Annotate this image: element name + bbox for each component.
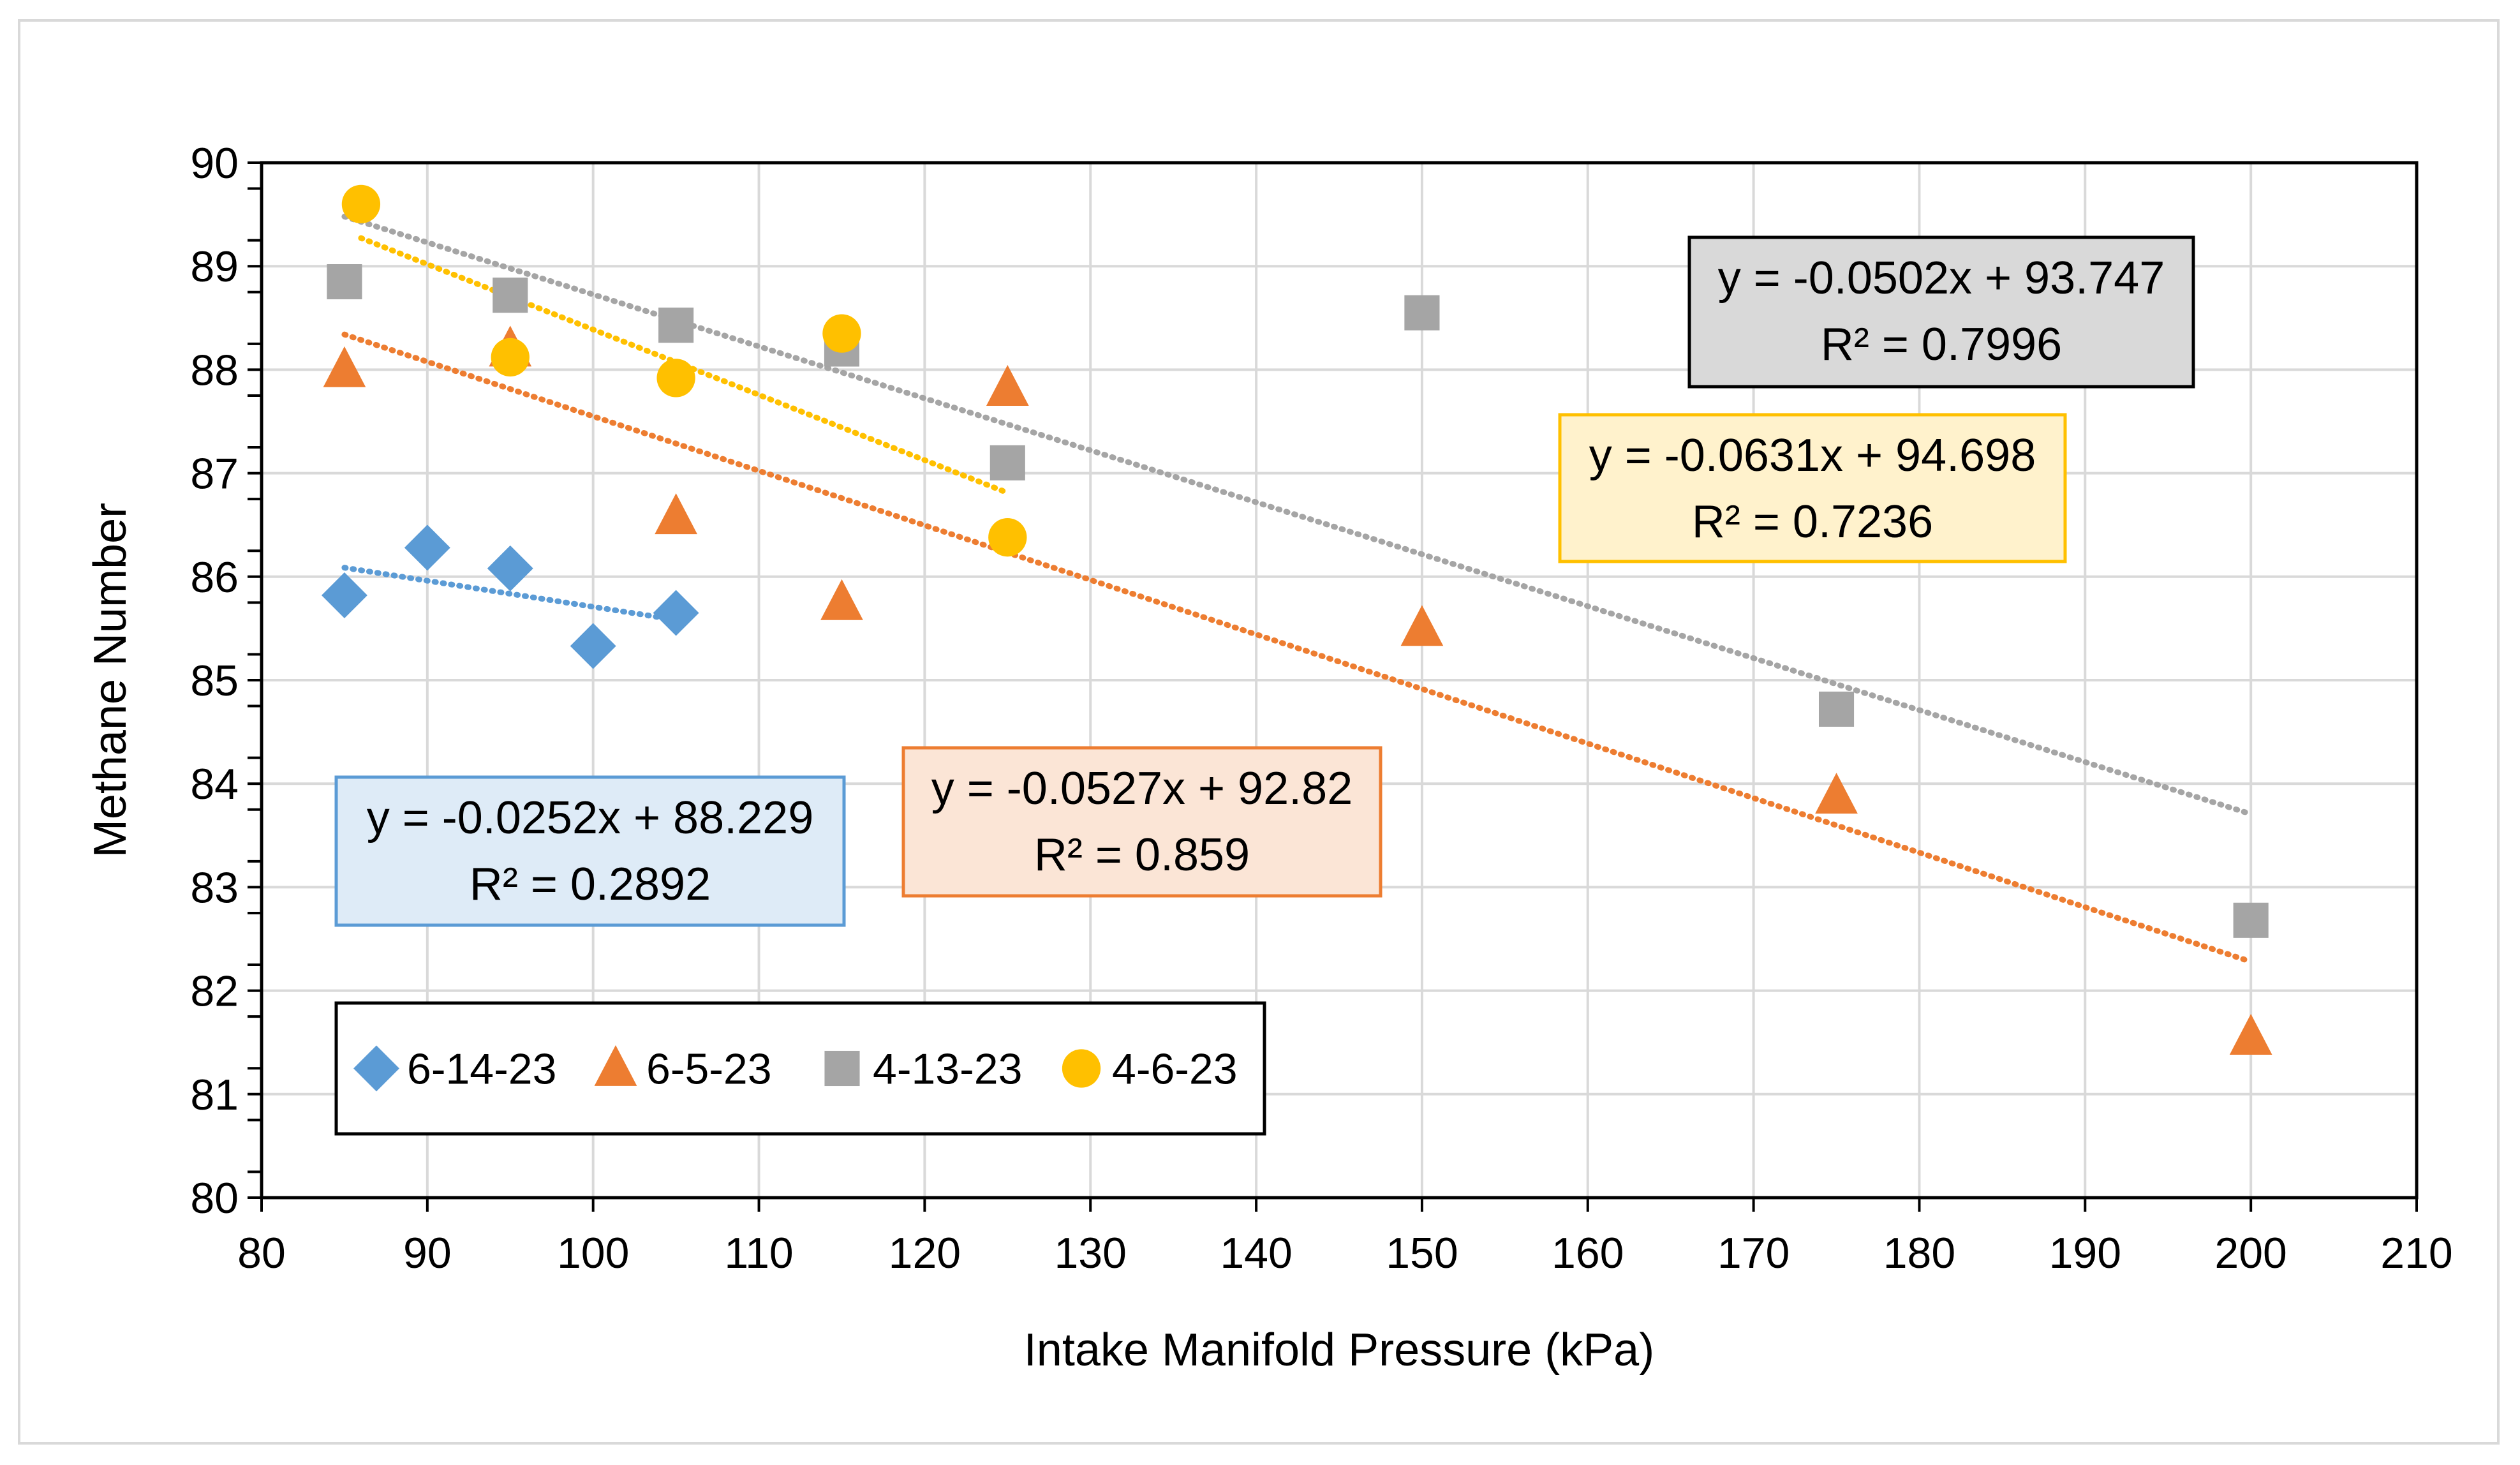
data-point-4-13-23 (658, 308, 694, 343)
marker-layer (321, 184, 2272, 1055)
legend-marker-6-5-23 (594, 1045, 637, 1086)
legend-label-6-14-23: 6-14-23 (407, 1045, 556, 1094)
y-tick-label: 88 (190, 346, 239, 394)
x-tick-label: 140 (1220, 1229, 1292, 1277)
x-tick-label: 130 (1054, 1229, 1126, 1277)
y-tick-label: 87 (190, 450, 239, 498)
legend-label-6-5-23: 6-5-23 (646, 1045, 772, 1094)
trendline-equation-6-14-23: y = -0.0252x + 88.229 (367, 792, 814, 844)
x-tick-label: 180 (1883, 1229, 1955, 1277)
x-axis-title: Intake Manifold Pressure (kPa) (1024, 1325, 1654, 1376)
trendline-r2-6-5-23: R² = 0.859 (1034, 829, 1250, 881)
data-point-6-14-23 (653, 590, 699, 636)
data-point-4-13-23 (2233, 902, 2269, 938)
data-point-4-6-23 (988, 518, 1027, 557)
x-tick-label: 190 (2049, 1229, 2121, 1277)
y-axis-title: Methane Number (85, 503, 136, 858)
legend-box (334, 1001, 1266, 1136)
equation-box-6-14-23 (334, 775, 846, 927)
y-tick-label: 86 (190, 553, 239, 602)
data-point-4-6-23 (822, 314, 861, 353)
data-point-6-14-23 (321, 572, 367, 618)
axis-layer: 80 81 82 83 84 85 86 87 88 89 90 80 90 100 110 120 130 14… (85, 139, 2453, 1376)
trendline-equation-4-13-23: y = -0.0502x + 93.747 (1718, 253, 2165, 304)
trendline-r2-4-6-23: R² = 0.7236 (1692, 496, 1933, 547)
y-tick-label: 80 (190, 1174, 239, 1223)
y-tick-label: 83 (190, 863, 239, 912)
data-point-6-5-23 (1815, 773, 1858, 814)
equation-box-4-13-23 (1687, 235, 2195, 389)
data-point-6-5-23 (655, 493, 697, 535)
data-point-4-13-23 (327, 264, 362, 300)
data-point-4-13-23 (1404, 295, 1440, 331)
y-tick-label: 89 (190, 242, 239, 291)
y-tick-label: 84 (190, 760, 239, 808)
x-tick-label: 200 (2214, 1229, 2287, 1277)
x-tick-label: 170 (1717, 1229, 1790, 1277)
data-point-6-14-23 (404, 524, 450, 571)
trendline-r2-6-14-23: R² = 0.2892 (470, 859, 711, 910)
trendline-6-5-23 (341, 331, 2254, 965)
data-point-4-13-23 (1818, 691, 1855, 727)
data-point-4-6-23 (341, 184, 381, 224)
data-point-6-5-23 (323, 346, 366, 387)
data-point-4-6-23 (656, 359, 695, 398)
x-tick-label: 120 (889, 1229, 961, 1277)
trendline-equation-6-5-23: y = -0.0527x + 92.82 (931, 763, 1353, 814)
x-tick-label: 100 (557, 1229, 629, 1277)
trendline-6-14-23 (341, 565, 679, 623)
equation-box-6-5-23 (901, 746, 1382, 898)
data-point-6-14-23 (570, 623, 616, 669)
y-tick-label: 82 (190, 967, 239, 1016)
x-tick-label: 110 (724, 1229, 793, 1277)
data-point-6-5-23 (986, 365, 1029, 406)
legend-marker-4-13-23 (824, 1050, 860, 1087)
legend-label-4-6-23: 4-6-23 (1112, 1045, 1238, 1094)
y-tick-label: 81 (190, 1071, 239, 1119)
y-tick-label: 85 (190, 657, 239, 705)
trendline-equation-4-6-23: y = -0.0631x + 94.698 (1589, 430, 2036, 481)
data-point-4-6-23 (491, 338, 530, 377)
x-tick-label: 150 (1386, 1229, 1458, 1277)
data-point-6-5-23 (1400, 605, 1444, 646)
y-tick-label: 90 (190, 139, 239, 188)
equation-box-4-6-23 (1558, 413, 2067, 563)
x-tick-label: 80 (237, 1229, 286, 1277)
x-tick-label: 210 (2380, 1229, 2452, 1277)
legend: 6-14-23 6-5-23 4-13-23 4-6-23 (334, 1001, 1266, 1136)
x-tick-label: 90 (403, 1229, 452, 1277)
data-point-6-5-23 (2229, 1014, 2272, 1055)
x-tick-label: 160 (1552, 1229, 1624, 1277)
legend-label-4-13-23: 4-13-23 (873, 1045, 1022, 1094)
trendline-r2-4-13-23: R² = 0.7996 (1821, 319, 2062, 370)
data-point-4-13-23 (493, 278, 528, 313)
data-point-6-14-23 (487, 545, 533, 591)
equation-box-layer: y = -0.0502x + 93.747 R² = 0.7996 y = -0.0… (334, 235, 2195, 927)
legend-marker-4-6-23 (1062, 1049, 1101, 1088)
data-point-4-13-23 (989, 445, 1025, 480)
legend-marker-6-14-23 (353, 1045, 399, 1092)
data-point-6-5-23 (820, 579, 863, 620)
